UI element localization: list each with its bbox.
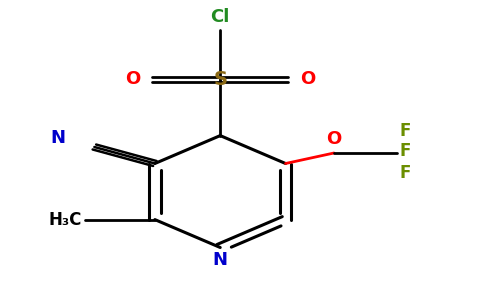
Text: F: F — [399, 142, 411, 160]
Text: O: O — [125, 70, 140, 88]
Text: F: F — [399, 164, 411, 181]
Text: Cl: Cl — [211, 8, 230, 26]
Text: S: S — [213, 70, 227, 89]
Text: N: N — [50, 129, 65, 147]
Text: F: F — [399, 122, 411, 140]
Text: H₃C: H₃C — [49, 211, 82, 229]
Text: N: N — [213, 251, 227, 269]
Text: O: O — [326, 130, 342, 148]
Text: O: O — [300, 70, 316, 88]
